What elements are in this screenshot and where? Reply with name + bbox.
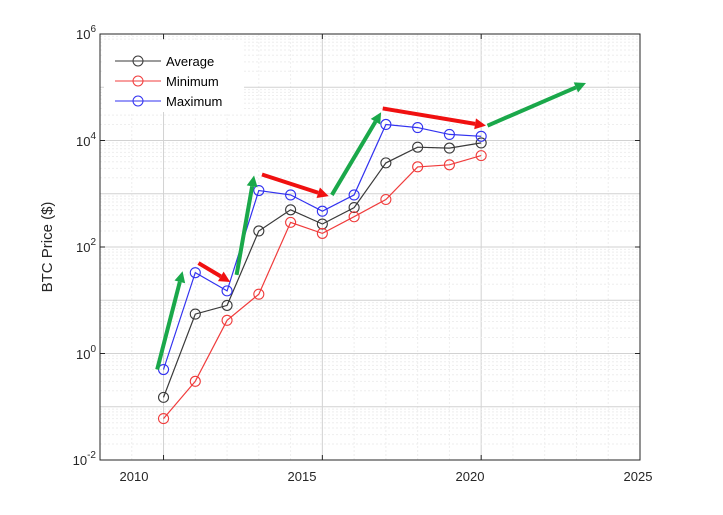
data-point-average [412,141,424,153]
series-line-average [162,142,482,398]
y-tick-label: 102 [76,237,96,255]
data-point-maximum [189,267,201,279]
trend-up-arrow-shaft [330,120,378,196]
data-point-average [253,225,265,237]
y-tick-label: 104 [76,131,96,149]
data-point-minimum [443,159,455,171]
trend-up-arrow-shaft [155,281,182,371]
series-layer [157,118,487,425]
legend-label-average: Average [166,54,214,69]
trend-up-arrow-head [246,175,258,188]
series-line-maximum [162,123,482,370]
data-point-minimum [253,288,265,300]
data-point-minimum [412,161,424,173]
trend-down-arrow-shaft [197,261,222,279]
data-point-minimum [380,193,392,206]
trend-up-arrow-head [573,82,586,93]
data-point-maximum [348,189,360,201]
data-point-maximum [316,205,328,217]
trend-down-arrow-shaft [382,106,476,126]
y-tick-label: 10-2 [73,450,97,468]
trend-up-arrow-head [370,112,382,125]
trend-down-arrow-head [316,187,329,199]
legend-label-minimum: Minimum [166,74,219,89]
trend-down-arrow-head [474,118,486,130]
series-line-minimum [163,155,482,419]
data-point-average [443,142,455,154]
y-tick-label: 106 [76,24,96,42]
legend-marker-minimum [132,75,144,87]
data-point-maximum [285,189,297,201]
data-point-minimum [189,375,201,387]
trend-down-arrow-head [217,271,231,283]
trend-up-arrow-shaft [486,85,577,128]
legend-label-maximum: Maximum [166,94,222,109]
axes: 2010 2015 2020 2025 10-2 100 102 104 106… [39,24,652,484]
data-point-minimum [316,227,328,239]
data-point-minimum [157,413,170,425]
x-tick-label: 2025 [624,469,653,484]
data-point-average [316,218,328,230]
data-point-maximum [380,118,392,131]
data-point-minimum [285,216,297,228]
x-tick-label: 2010 [120,469,149,484]
y-tick-label: 100 [76,344,96,362]
data-point-average [189,308,201,320]
data-point-average [221,299,233,311]
data-point-maximum [443,128,455,140]
trend-up-arrow-head [174,271,186,284]
y-axis-label: BTC Price ($) [39,202,56,293]
legend: Average Minimum Maximum [104,40,244,112]
data-point-maximum [253,184,265,197]
legend-marker-average [132,55,144,67]
trend-up-arrow-shaft [234,186,255,276]
data-point-minimum [348,211,360,223]
data-point-average [157,391,170,403]
x-tick-label: 2020 [456,469,485,484]
trend-down-arrow-shaft [261,172,319,195]
data-point-maximum [475,130,487,142]
trend-arrows [155,82,586,371]
data-point-maximum [221,285,233,297]
data-point-minimum [475,150,487,162]
data-point-average [285,204,297,216]
data-point-average [380,157,392,169]
data-point-minimum [221,314,233,326]
data-point-average [348,202,360,214]
legend-box [104,40,244,112]
data-point-maximum [412,122,424,134]
x-tick-label: 2015 [288,469,317,484]
legend-marker-maximum [132,95,144,107]
data-point-average [475,137,487,149]
